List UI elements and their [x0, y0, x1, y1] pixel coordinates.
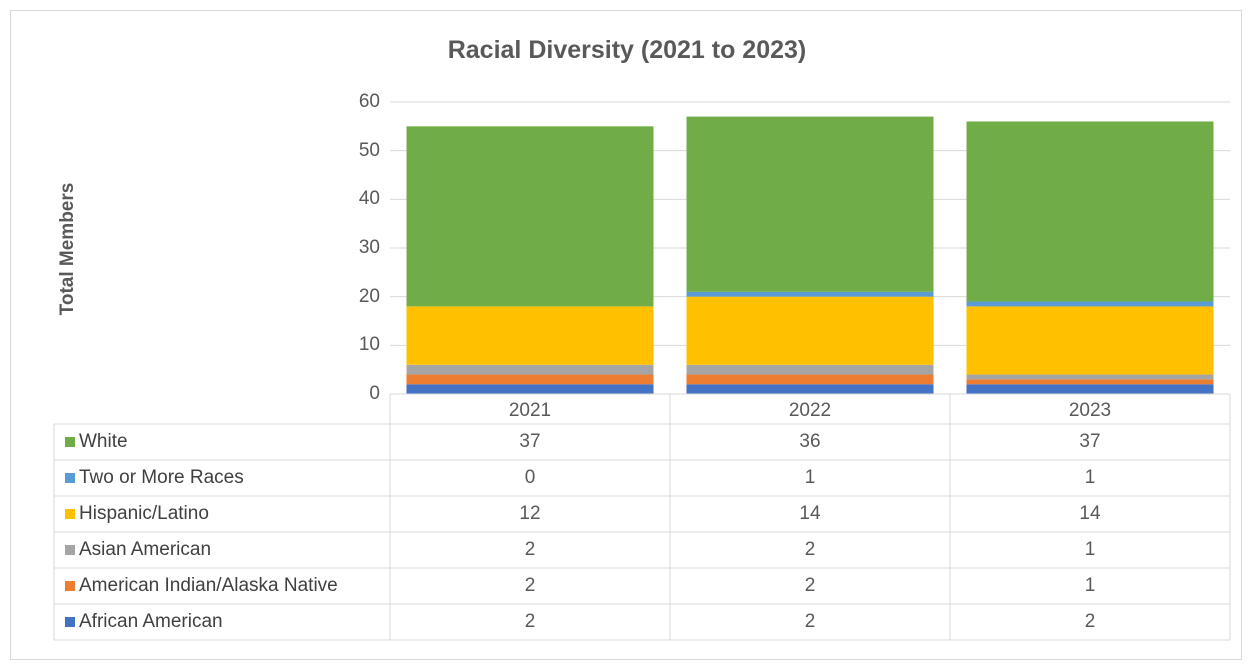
data-table-value: 37 [950, 424, 1230, 460]
legend-label: Asian American [79, 539, 211, 561]
bar-segment [967, 306, 1214, 374]
data-table-value: 2 [390, 568, 670, 604]
y-tick-label: 40 [340, 188, 380, 210]
legend-label: Two or More Races [79, 467, 244, 489]
legend-swatch [65, 581, 75, 591]
legend-entry: American Indian/Alaska Native [65, 568, 338, 604]
bar-segment [687, 384, 934, 394]
data-table-value: 2 [950, 604, 1230, 640]
y-tick-label: 0 [340, 383, 380, 405]
bar-segment [407, 306, 654, 364]
bar-segment [967, 302, 1214, 307]
bar-segment [407, 384, 654, 394]
bar-segment [687, 365, 934, 375]
x-category-label: 2023 [950, 400, 1230, 422]
legend-label: African American [79, 611, 223, 633]
y-tick-label: 10 [340, 334, 380, 356]
bar-segment [407, 365, 654, 375]
bar-segment [967, 375, 1214, 380]
bar-segment [967, 121, 1214, 301]
bar-segment [687, 375, 934, 385]
bar-segment [687, 297, 934, 365]
data-table-value: 1 [950, 568, 1230, 604]
legend-swatch [65, 473, 75, 483]
legend-label: White [79, 431, 128, 453]
data-table-value: 2 [670, 568, 950, 604]
x-category-label: 2021 [390, 400, 670, 422]
data-table-value: 2 [390, 532, 670, 568]
y-tick-label: 30 [340, 237, 380, 259]
data-table-value: 0 [390, 460, 670, 496]
legend-swatch [65, 437, 75, 447]
bar-segment [687, 117, 934, 292]
legend-swatch [65, 617, 75, 627]
y-tick-label: 50 [340, 140, 380, 162]
legend-entry: Hispanic/Latino [65, 496, 209, 532]
data-table-value: 37 [390, 424, 670, 460]
y-tick-label: 60 [340, 91, 380, 113]
data-table-value: 14 [670, 496, 950, 532]
bar-segment [407, 375, 654, 385]
y-axis-label: Total Members [57, 183, 79, 316]
bar-segment [407, 126, 654, 306]
bar-segment [967, 384, 1214, 394]
data-table-value: 2 [390, 604, 670, 640]
legend-swatch [65, 545, 75, 555]
data-table-value: 14 [950, 496, 1230, 532]
data-table-value: 1 [950, 532, 1230, 568]
data-table-value: 2 [670, 532, 950, 568]
legend-entry: Asian American [65, 532, 211, 568]
legend-entry: White [65, 424, 128, 460]
legend-swatch [65, 509, 75, 519]
x-category-label: 2022 [670, 400, 950, 422]
data-table-value: 36 [670, 424, 950, 460]
legend-label: Hispanic/Latino [79, 503, 209, 525]
data-table-value: 1 [950, 460, 1230, 496]
data-table-value: 1 [670, 460, 950, 496]
legend-label: American Indian/Alaska Native [79, 575, 338, 597]
chart-title: Racial Diversity (2021 to 2023) [0, 36, 1254, 65]
legend-entry: African American [65, 604, 223, 640]
bar-segment [687, 292, 934, 297]
data-table-value: 2 [670, 604, 950, 640]
data-table-value: 12 [390, 496, 670, 532]
bar-segment [967, 379, 1214, 384]
legend-entry: Two or More Races [65, 460, 244, 496]
y-tick-label: 20 [340, 286, 380, 308]
